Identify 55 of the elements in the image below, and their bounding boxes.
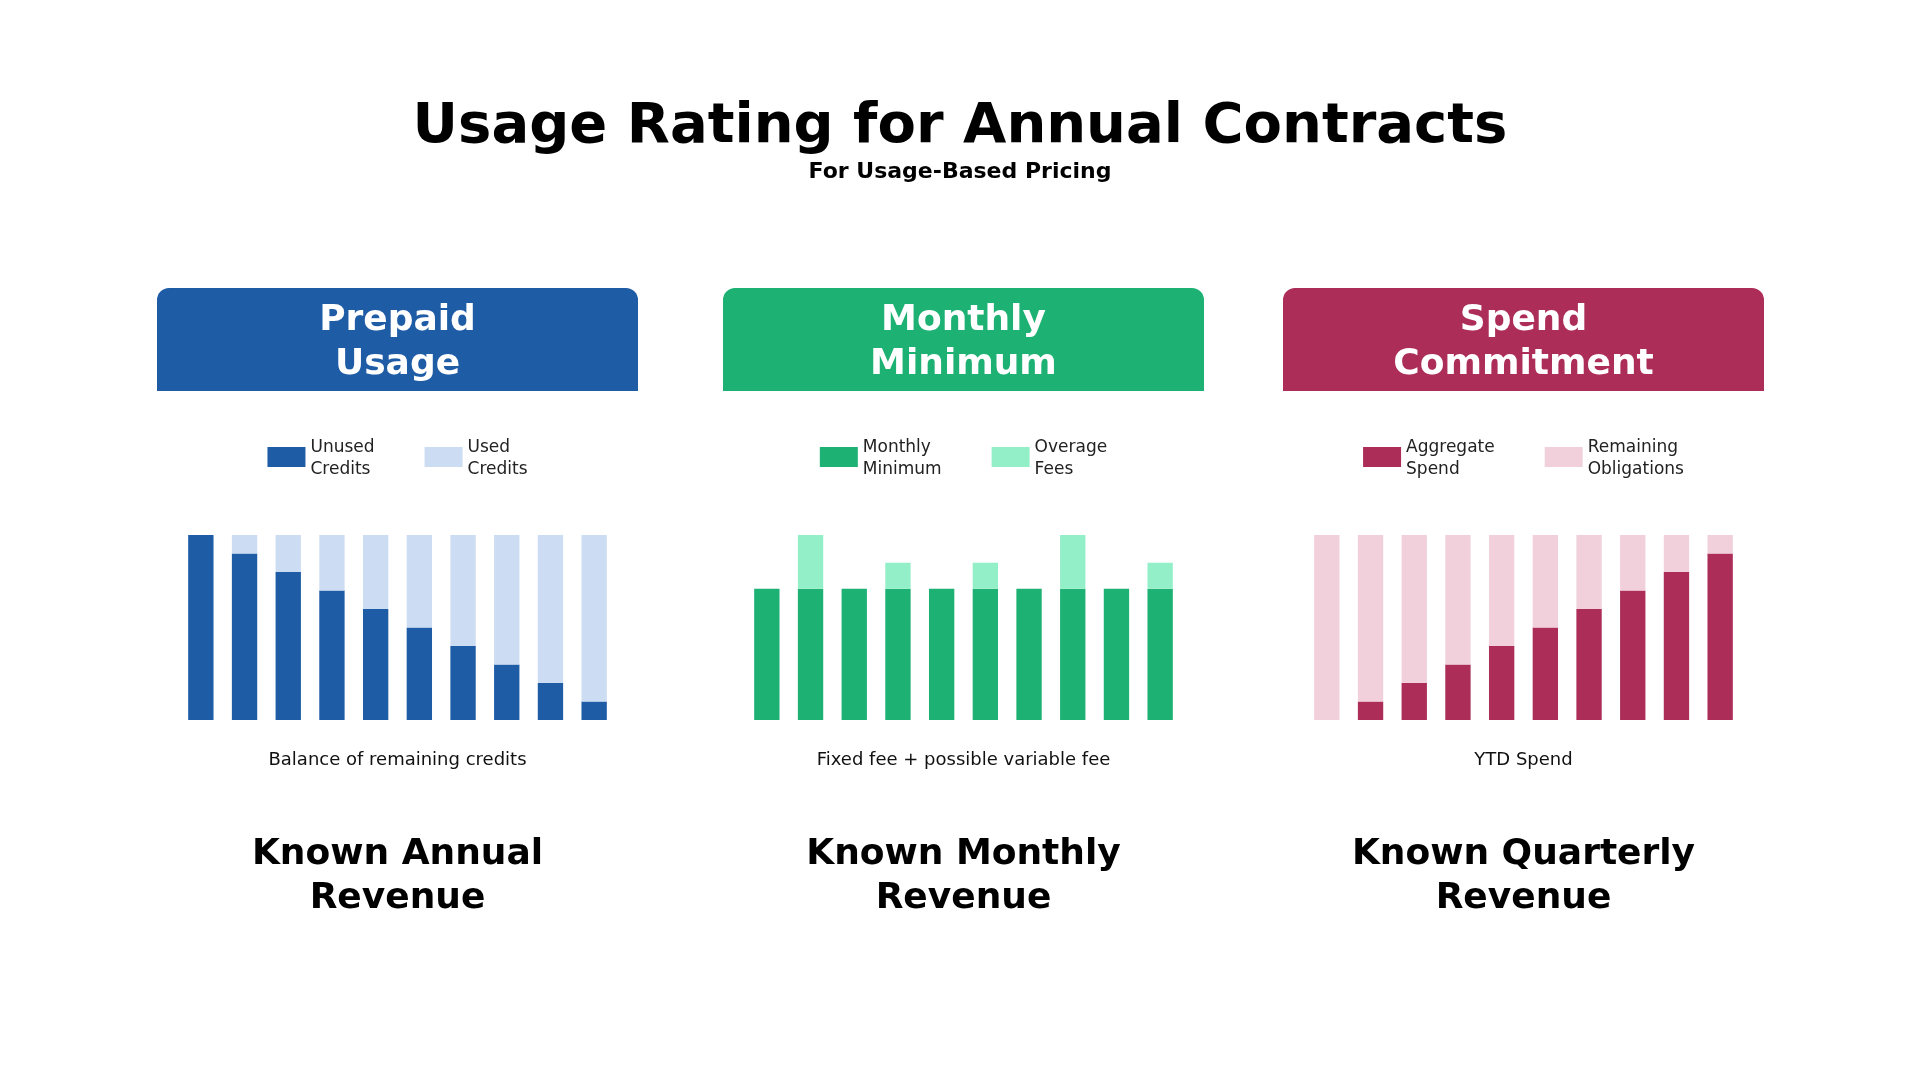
bar (1663, 535, 1690, 572)
x-axis-title: Balance of remaining credits (267, 748, 528, 769)
bar (406, 535, 433, 628)
legend-label: Unused Credits (310, 436, 375, 478)
bar (362, 609, 389, 720)
bar (1663, 572, 1690, 720)
bar (1401, 535, 1427, 683)
text: Usage Rating for Annual Contracts (411, 90, 1509, 155)
bar (537, 535, 564, 683)
bar (1357, 701, 1384, 720)
bar (1620, 535, 1646, 591)
bar (275, 535, 301, 572)
bar (581, 701, 607, 720)
bar (450, 535, 476, 646)
legend-label: Overage Fees (1034, 436, 1108, 478)
bar (1357, 535, 1384, 702)
bar (1707, 553, 1733, 720)
bar (1532, 535, 1559, 628)
bar (1314, 535, 1340, 720)
text: Known Annual Revenue (250, 830, 545, 918)
bar (1707, 535, 1733, 554)
bar (1488, 535, 1515, 646)
text: For Usage-Based Pricing (807, 158, 1113, 183)
bar (1445, 664, 1471, 720)
bar (450, 646, 476, 720)
legend-label: Remaining Obligations (1587, 436, 1685, 478)
bar (188, 535, 214, 720)
bar (494, 535, 520, 665)
bar (275, 572, 301, 720)
bar (581, 535, 607, 702)
text: Known Monthly Revenue (805, 830, 1122, 918)
legend-label: Used Credits (467, 436, 528, 478)
bar (362, 535, 389, 609)
bar (319, 590, 345, 720)
bar (1620, 590, 1646, 720)
chart-title: Spend Commitment (1283, 288, 1764, 391)
bar (494, 664, 520, 720)
x-axis-title: Fixed fee + possible variable fee (815, 748, 1112, 769)
bar (1401, 683, 1427, 720)
bar (1576, 609, 1602, 720)
bar (231, 553, 258, 720)
bar (537, 683, 564, 720)
x-axis-title: YTD Spend (1473, 748, 1574, 769)
chart-title: Prepaid Usage (157, 288, 638, 391)
bar (1445, 535, 1471, 665)
bar (1532, 627, 1559, 720)
legend-label: Aggregate Spend (1406, 436, 1495, 478)
bar (1576, 535, 1602, 609)
bar (231, 535, 258, 554)
bar (319, 535, 345, 591)
bar (406, 627, 433, 720)
chart-title: Monthly Minimum (723, 288, 1204, 391)
bar (1488, 646, 1515, 720)
text: Known Quarterly Revenue (1350, 830, 1697, 918)
legend-label: Monthly Minimum (862, 436, 942, 478)
